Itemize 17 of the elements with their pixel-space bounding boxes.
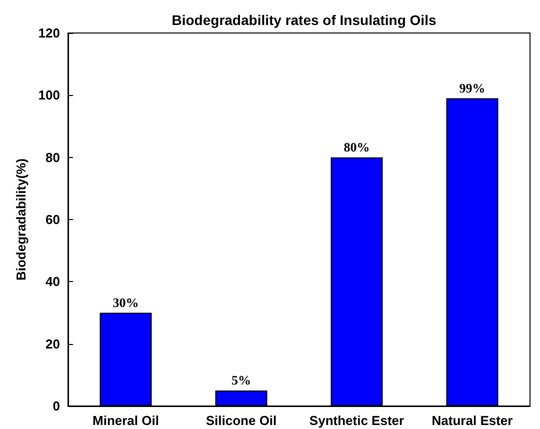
x-tick-label: Synthetic Ester [309,413,404,428]
y-tick-label: 120 [38,26,60,40]
y-tick-label: 60 [46,212,60,227]
x-tick-label: Mineral Oil [92,413,159,428]
y-tick-label: 40 [46,274,60,290]
data-label: 80% [344,139,370,154]
data-label: 5% [232,372,251,388]
data-label: 30% [112,294,139,310]
y-axis-title: Biodegradability(%) [13,158,28,281]
y-tick-label: 100 [38,88,60,103]
y-tick-label: 20 [46,336,60,352]
x-tick-label: Silicone Oil [206,413,277,428]
y-tick-label: 0 [52,398,60,414]
chart-title: Biodegradability rates of Insulating Oils [172,12,436,28]
x-tick-label: Natural Ester [432,413,513,428]
data-label: 99% [459,80,486,96]
y-tick-label: 80 [46,150,60,165]
